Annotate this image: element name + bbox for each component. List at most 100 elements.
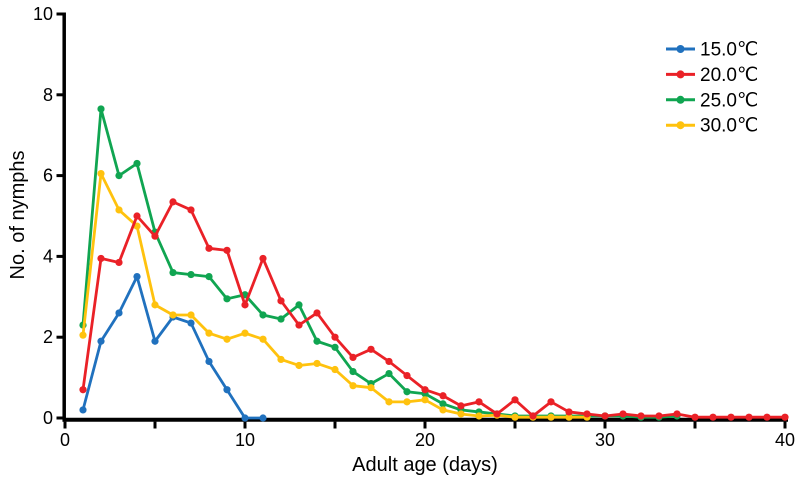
legend-label: 30.0℃ [700, 116, 758, 137]
data-point-25-0- [115, 172, 123, 180]
data-point-25-0- [133, 159, 141, 168]
data-point-30-0- [511, 413, 519, 421]
series-line-20-0- [81, 200, 787, 419]
data-point-20-0- [151, 232, 159, 240]
data-point-20-0- [763, 413, 771, 421]
data-point-20-0- [637, 412, 645, 420]
legend-entry-2: 20.0℃ [666, 65, 758, 86]
data-point-25-0- [169, 268, 177, 277]
y-tick-label: 10 [33, 4, 53, 24]
legend-label: 15.0℃ [700, 40, 758, 61]
x-tick-label: 40 [775, 430, 795, 450]
legend-marker [676, 95, 685, 104]
data-point-20-0- [115, 258, 123, 267]
series-15-0- [79, 273, 267, 422]
data-point-20-0- [259, 254, 267, 263]
data-point-30-0- [205, 329, 213, 337]
data-point-20-0- [385, 357, 393, 366]
data-point-30-0- [385, 398, 393, 406]
legend-marker [676, 45, 685, 53]
axes: 0 2 4 6 8 10 0 10 20 30 40 [33, 4, 795, 450]
data-point-30-0- [259, 335, 267, 343]
y-tick-label: 4 [43, 246, 53, 266]
data-point-20-0- [79, 386, 87, 394]
data-point-30-0- [403, 398, 411, 406]
data-point-30-0- [115, 206, 123, 214]
data-point-30-0- [241, 329, 249, 337]
data-point-30-0- [439, 406, 447, 414]
y-tick-label: 8 [43, 85, 53, 105]
data-point-25-0- [349, 367, 357, 376]
data-point-30-0- [313, 359, 321, 368]
data-point-15-0- [259, 414, 267, 422]
data-point-20-0- [655, 412, 663, 420]
data-series [79, 105, 789, 422]
data-point-30-0- [547, 413, 555, 421]
data-point-30-0- [565, 413, 573, 421]
data-point-20-0- [349, 353, 357, 361]
data-point-30-0- [79, 331, 87, 339]
data-point-20-0- [439, 392, 447, 400]
data-point-20-0- [673, 410, 681, 418]
data-point-20-0- [187, 206, 195, 214]
x-axis-title: Adult age (days) [352, 454, 498, 476]
legend-label: 25.0℃ [700, 90, 758, 111]
data-point-25-0- [313, 337, 321, 345]
data-point-20-0- [367, 345, 375, 353]
data-point-20-0- [781, 413, 789, 421]
data-point-20-0- [619, 410, 627, 418]
data-point-25-0- [97, 105, 105, 113]
data-point-25-0- [295, 301, 303, 309]
data-point-30-0- [151, 301, 159, 309]
data-point-25-0- [331, 343, 339, 351]
series-30-0- [79, 169, 591, 421]
data-point-20-0- [295, 321, 303, 329]
data-point-20-0- [691, 413, 699, 421]
legend-marker [676, 121, 685, 130]
series-20-0- [79, 198, 789, 421]
y-tick-label: 6 [43, 166, 53, 186]
data-point-20-0- [727, 413, 735, 421]
data-point-20-0- [223, 246, 231, 254]
data-point-15-0- [241, 414, 249, 422]
data-point-20-0- [169, 198, 177, 206]
x-tick-label: 10 [235, 430, 255, 450]
data-point-20-0- [547, 398, 555, 406]
data-point-20-0- [313, 309, 321, 317]
data-point-20-0- [97, 254, 105, 263]
data-point-25-0- [187, 270, 195, 279]
data-point-25-0- [259, 311, 267, 319]
data-point-20-0- [133, 212, 141, 220]
data-point-15-0- [79, 406, 87, 414]
data-point-15-0- [151, 337, 159, 345]
data-point-20-0- [583, 410, 591, 418]
data-point-25-0- [439, 400, 447, 408]
legend-entry-3: 25.0℃ [666, 90, 758, 111]
x-tick-label: 0 [60, 430, 70, 450]
data-point-15-0- [187, 319, 195, 327]
data-point-30-0- [97, 169, 105, 178]
data-point-20-0- [421, 386, 429, 394]
data-point-30-0- [457, 410, 465, 418]
legend-entry-1: 15.0℃ [666, 40, 758, 61]
series-25-0- [79, 105, 681, 421]
y-tick-label: 0 [43, 408, 53, 428]
data-point-20-0- [457, 402, 465, 410]
data-point-25-0- [205, 273, 213, 281]
legend-marker [676, 70, 685, 79]
data-point-20-0- [529, 412, 537, 420]
data-point-15-0- [97, 337, 105, 345]
data-point-20-0- [277, 297, 285, 305]
data-point-30-0- [295, 361, 303, 370]
x-tick-label: 20 [415, 430, 435, 450]
data-point-15-0- [205, 357, 213, 366]
y-tick-label: 2 [43, 327, 53, 347]
data-point-30-0- [187, 311, 195, 319]
data-point-30-0- [223, 335, 231, 343]
data-point-20-0- [475, 398, 483, 406]
data-point-30-0- [367, 384, 375, 392]
data-point-20-0- [241, 301, 249, 309]
data-point-20-0- [205, 244, 213, 252]
